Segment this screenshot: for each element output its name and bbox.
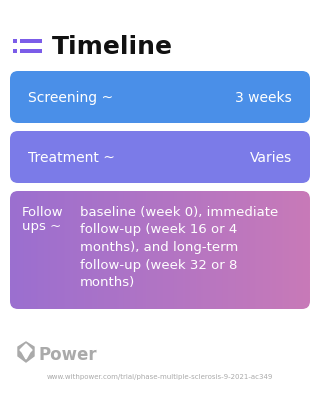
Text: www.withpower.com/trial/phase-multiple-sclerosis-9-2021-ac349: www.withpower.com/trial/phase-multiple-s… [47, 373, 273, 379]
Text: Power: Power [38, 345, 97, 363]
Text: 3 weeks: 3 weeks [235, 91, 292, 105]
Polygon shape [20, 344, 32, 359]
FancyBboxPatch shape [20, 40, 42, 44]
Text: Follow: Follow [22, 205, 64, 218]
FancyBboxPatch shape [13, 40, 17, 44]
FancyBboxPatch shape [20, 50, 42, 53]
Text: baseline (week 0), immediate
follow-up (week 16 or 4
months), and long-term
foll: baseline (week 0), immediate follow-up (… [80, 205, 278, 288]
Text: Timeline: Timeline [52, 35, 173, 59]
Polygon shape [18, 342, 34, 362]
FancyBboxPatch shape [10, 132, 310, 183]
FancyBboxPatch shape [13, 50, 17, 54]
Text: Treatment ~: Treatment ~ [28, 151, 115, 164]
Text: Screening ~: Screening ~ [28, 91, 113, 105]
Text: ups ~: ups ~ [22, 220, 61, 233]
FancyBboxPatch shape [10, 72, 310, 124]
Text: Varies: Varies [250, 151, 292, 164]
